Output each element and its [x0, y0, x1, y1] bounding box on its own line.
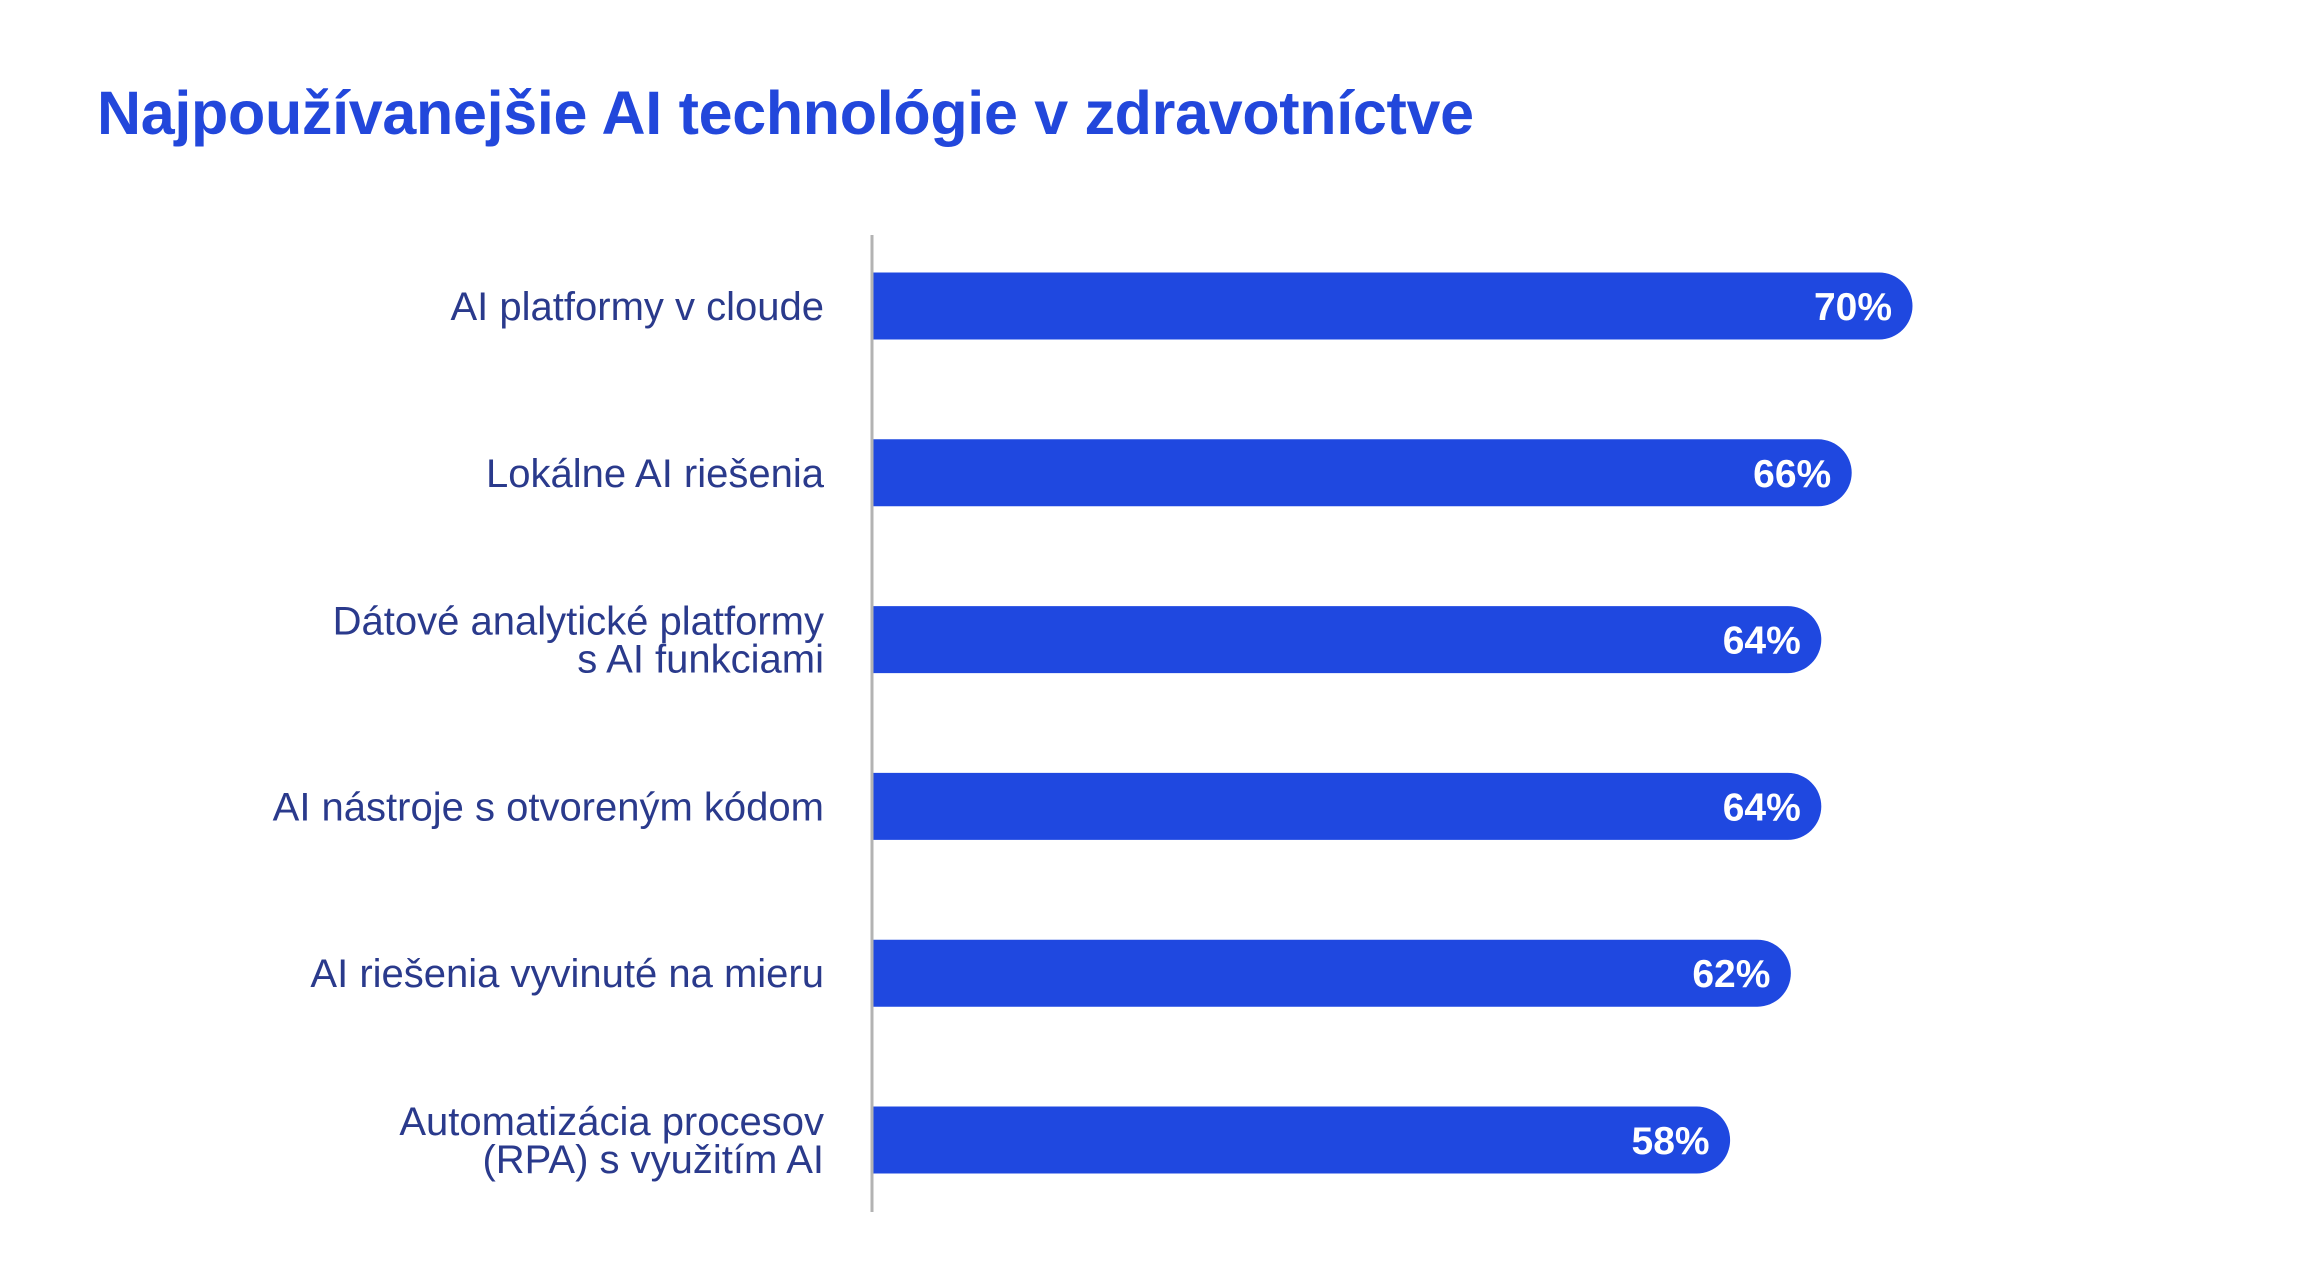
bar — [873, 939, 1791, 1007]
bar — [873, 772, 1822, 840]
category-label-line: AI riešenia vyvinuté na mieru — [310, 952, 824, 996]
value-label: 64% — [1723, 620, 1801, 663]
category-label: Lokálne AI riešenia — [486, 452, 825, 496]
category-label: Automatizácia procesov (RPA) s využitím A… — [399, 1100, 824, 1182]
value-label: 66% — [1753, 453, 1831, 496]
category-labels-group: AI platformy v cloude Lokálne AI riešenia… — [273, 285, 825, 1182]
chart-title: Najpoužívanejšie AI technológie v zdravo… — [97, 79, 1474, 147]
bar — [873, 1106, 1731, 1174]
category-label: AI riešenia vyvinuté na mieru — [310, 952, 824, 996]
category-label: Dátové analytické platformy s AI funkciam… — [333, 600, 824, 682]
category-label-line: AI platformy v cloude — [451, 285, 825, 329]
bar — [873, 272, 1913, 340]
category-label-line: (RPA) s využitím AI — [482, 1138, 824, 1182]
category-label-line: AI nástroje s otvoreným kódom — [273, 785, 824, 829]
value-label: 64% — [1723, 786, 1801, 829]
category-label-line: Automatizácia procesov — [399, 1100, 824, 1144]
bar — [873, 439, 1852, 507]
value-label: 58% — [1632, 1120, 1710, 1163]
bar — [873, 606, 1822, 674]
category-label-line: Lokálne AI riešenia — [486, 452, 825, 496]
category-label: AI nástroje s otvoreným kódom — [273, 785, 824, 829]
category-label-line: s AI funkciami — [577, 638, 824, 682]
bars-group: 70% 66% 64% 64% 62% 58% — [873, 272, 1913, 1174]
category-label: AI platformy v cloude — [451, 285, 825, 329]
value-label: 62% — [1692, 953, 1770, 996]
category-label-line: Dátové analytické platformy — [333, 600, 824, 644]
value-label: 70% — [1814, 286, 1892, 329]
